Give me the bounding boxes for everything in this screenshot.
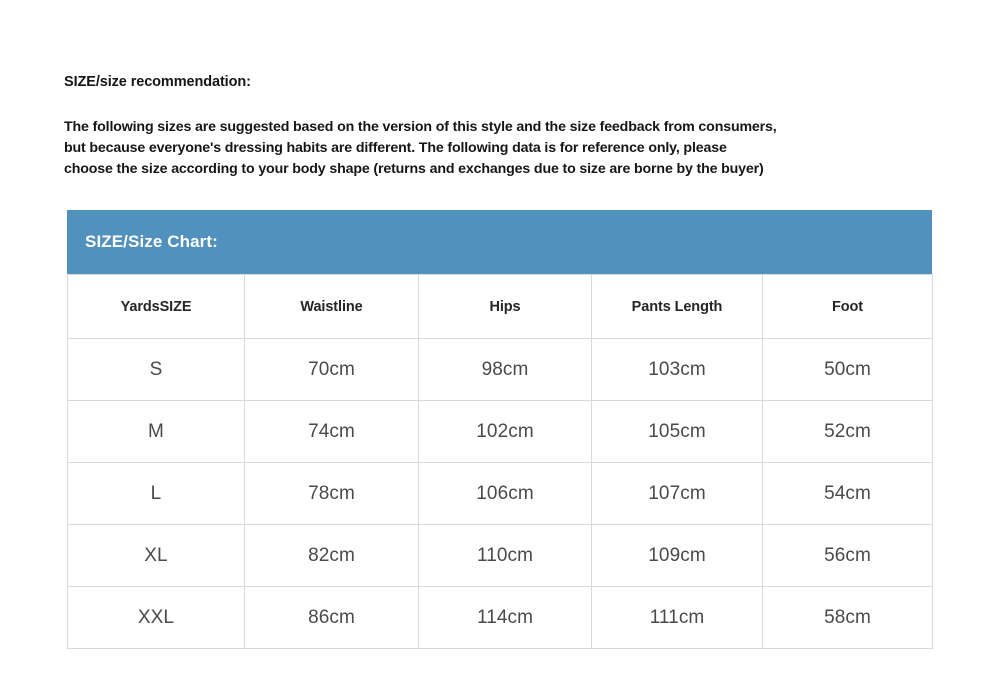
intro-paragraph-line: but because everyone's dressing habits a… bbox=[64, 140, 727, 157]
cell-waistline: 70cm bbox=[244, 338, 419, 401]
cell-waistline: 82cm bbox=[244, 524, 419, 587]
cell-size: M bbox=[67, 400, 245, 463]
cell-waistline: 74cm bbox=[244, 400, 419, 463]
cell-pants-length: 111cm bbox=[591, 586, 763, 649]
column-header-pants-length: Pants Length bbox=[591, 274, 763, 339]
size-chart-container: SIZE/Size Chart: YardsSIZE Waistline Hip… bbox=[67, 210, 933, 649]
cell-waistline: 86cm bbox=[244, 586, 419, 649]
intro-block: SIZE/size recommendation: The following … bbox=[64, 74, 954, 180]
cell-size: XL bbox=[67, 524, 245, 587]
size-chart-table: YardsSIZE Waistline Hips Pants Length Fo… bbox=[67, 274, 933, 649]
cell-hips: 98cm bbox=[418, 338, 592, 401]
cell-size: XXL bbox=[67, 586, 245, 649]
table-row: M 74cm 102cm 105cm 52cm bbox=[67, 400, 933, 463]
intro-paragraph-line: The following sizes are suggested based … bbox=[64, 119, 777, 136]
cell-foot: 54cm bbox=[762, 462, 933, 525]
cell-hips: 102cm bbox=[418, 400, 592, 463]
cell-size: S bbox=[67, 338, 245, 401]
size-chart-banner-title: SIZE/Size Chart: bbox=[85, 232, 218, 251]
cell-hips: 106cm bbox=[418, 462, 592, 525]
cell-size: L bbox=[67, 462, 245, 525]
cell-foot: 56cm bbox=[762, 524, 933, 587]
cell-hips: 110cm bbox=[418, 524, 592, 587]
cell-foot: 52cm bbox=[762, 400, 933, 463]
table-row: L 78cm 106cm 107cm 54cm bbox=[67, 462, 933, 525]
table-row: XL 82cm 110cm 109cm 56cm bbox=[67, 524, 933, 587]
table-row: S 70cm 98cm 103cm 50cm bbox=[67, 338, 933, 401]
table-row: XXL 86cm 114cm 111cm 58cm bbox=[67, 586, 933, 649]
cell-waistline: 78cm bbox=[244, 462, 419, 525]
cell-pants-length: 103cm bbox=[591, 338, 763, 401]
size-chart-banner: SIZE/Size Chart: bbox=[67, 210, 932, 274]
cell-pants-length: 109cm bbox=[591, 524, 763, 587]
intro-paragraph-line: choose the size according to your body s… bbox=[64, 161, 764, 178]
column-header-yards-size: YardsSIZE bbox=[67, 274, 245, 339]
cell-foot: 58cm bbox=[762, 586, 933, 649]
cell-pants-length: 105cm bbox=[591, 400, 763, 463]
cell-foot: 50cm bbox=[762, 338, 933, 401]
column-header-foot: Foot bbox=[762, 274, 933, 339]
column-header-hips: Hips bbox=[418, 274, 592, 339]
cell-pants-length: 107cm bbox=[591, 462, 763, 525]
page-title: SIZE/size recommendation: bbox=[64, 74, 251, 90]
table-header-row: YardsSIZE Waistline Hips Pants Length Fo… bbox=[67, 274, 933, 339]
column-header-waistline: Waistline bbox=[244, 274, 419, 339]
cell-hips: 114cm bbox=[418, 586, 592, 649]
intro-paragraph: The following sizes are suggested based … bbox=[64, 117, 954, 180]
